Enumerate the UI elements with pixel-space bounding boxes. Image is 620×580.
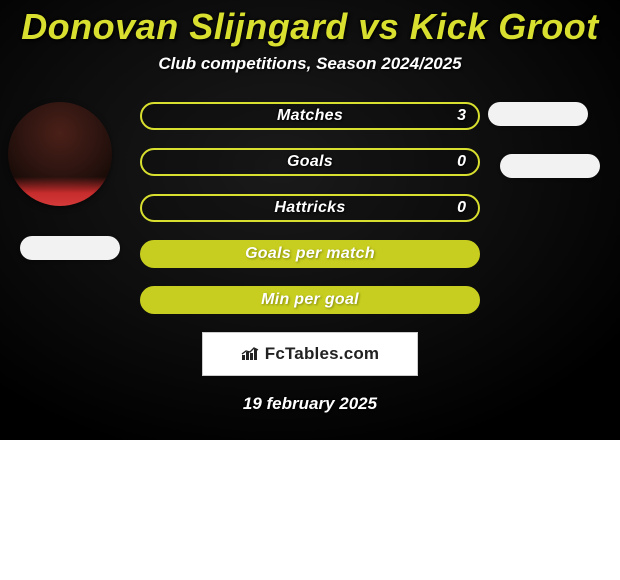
stat-row-goals-per-match: Goals per match [140,240,480,268]
stat-label: Goals [287,153,333,171]
stat-label: Matches [277,107,343,125]
stat-row-hattricks: Hattricks 0 [140,194,480,222]
player-left-avatar [8,102,112,206]
stat-row-matches: Matches 3 [140,102,480,130]
player-left-name-pill [20,236,120,260]
stat-label: Goals per match [245,245,375,263]
comparison-area: Matches 3 Goals 0 Hattricks 0 Goals per match M… [0,102,620,314]
background-bottom [0,440,620,580]
stat-label: Min per goal [261,291,359,309]
stat-label: Hattricks [274,199,345,217]
stat-row-goals: Goals 0 [140,148,480,176]
stat-row-min-per-goal: Min per goal [140,286,480,314]
brand-box[interactable]: FcTables.com [202,332,418,376]
stat-value-right: 3 [457,107,466,125]
content-wrapper: Donovan Slijngard vs Kick Groot Club com… [0,0,620,414]
page-subtitle: Club competitions, Season 2024/2025 [0,54,620,74]
stat-value-right: 0 [457,153,466,171]
stat-value-right: 0 [457,199,466,217]
brand-text: FcTables.com [265,344,380,364]
player-right-name-pill-2 [500,154,600,178]
page-title: Donovan Slijngard vs Kick Groot [0,6,620,48]
date-line: 19 february 2025 [0,394,620,414]
brand-chart-icon [241,347,259,361]
player-right-name-pill-1 [488,102,588,126]
